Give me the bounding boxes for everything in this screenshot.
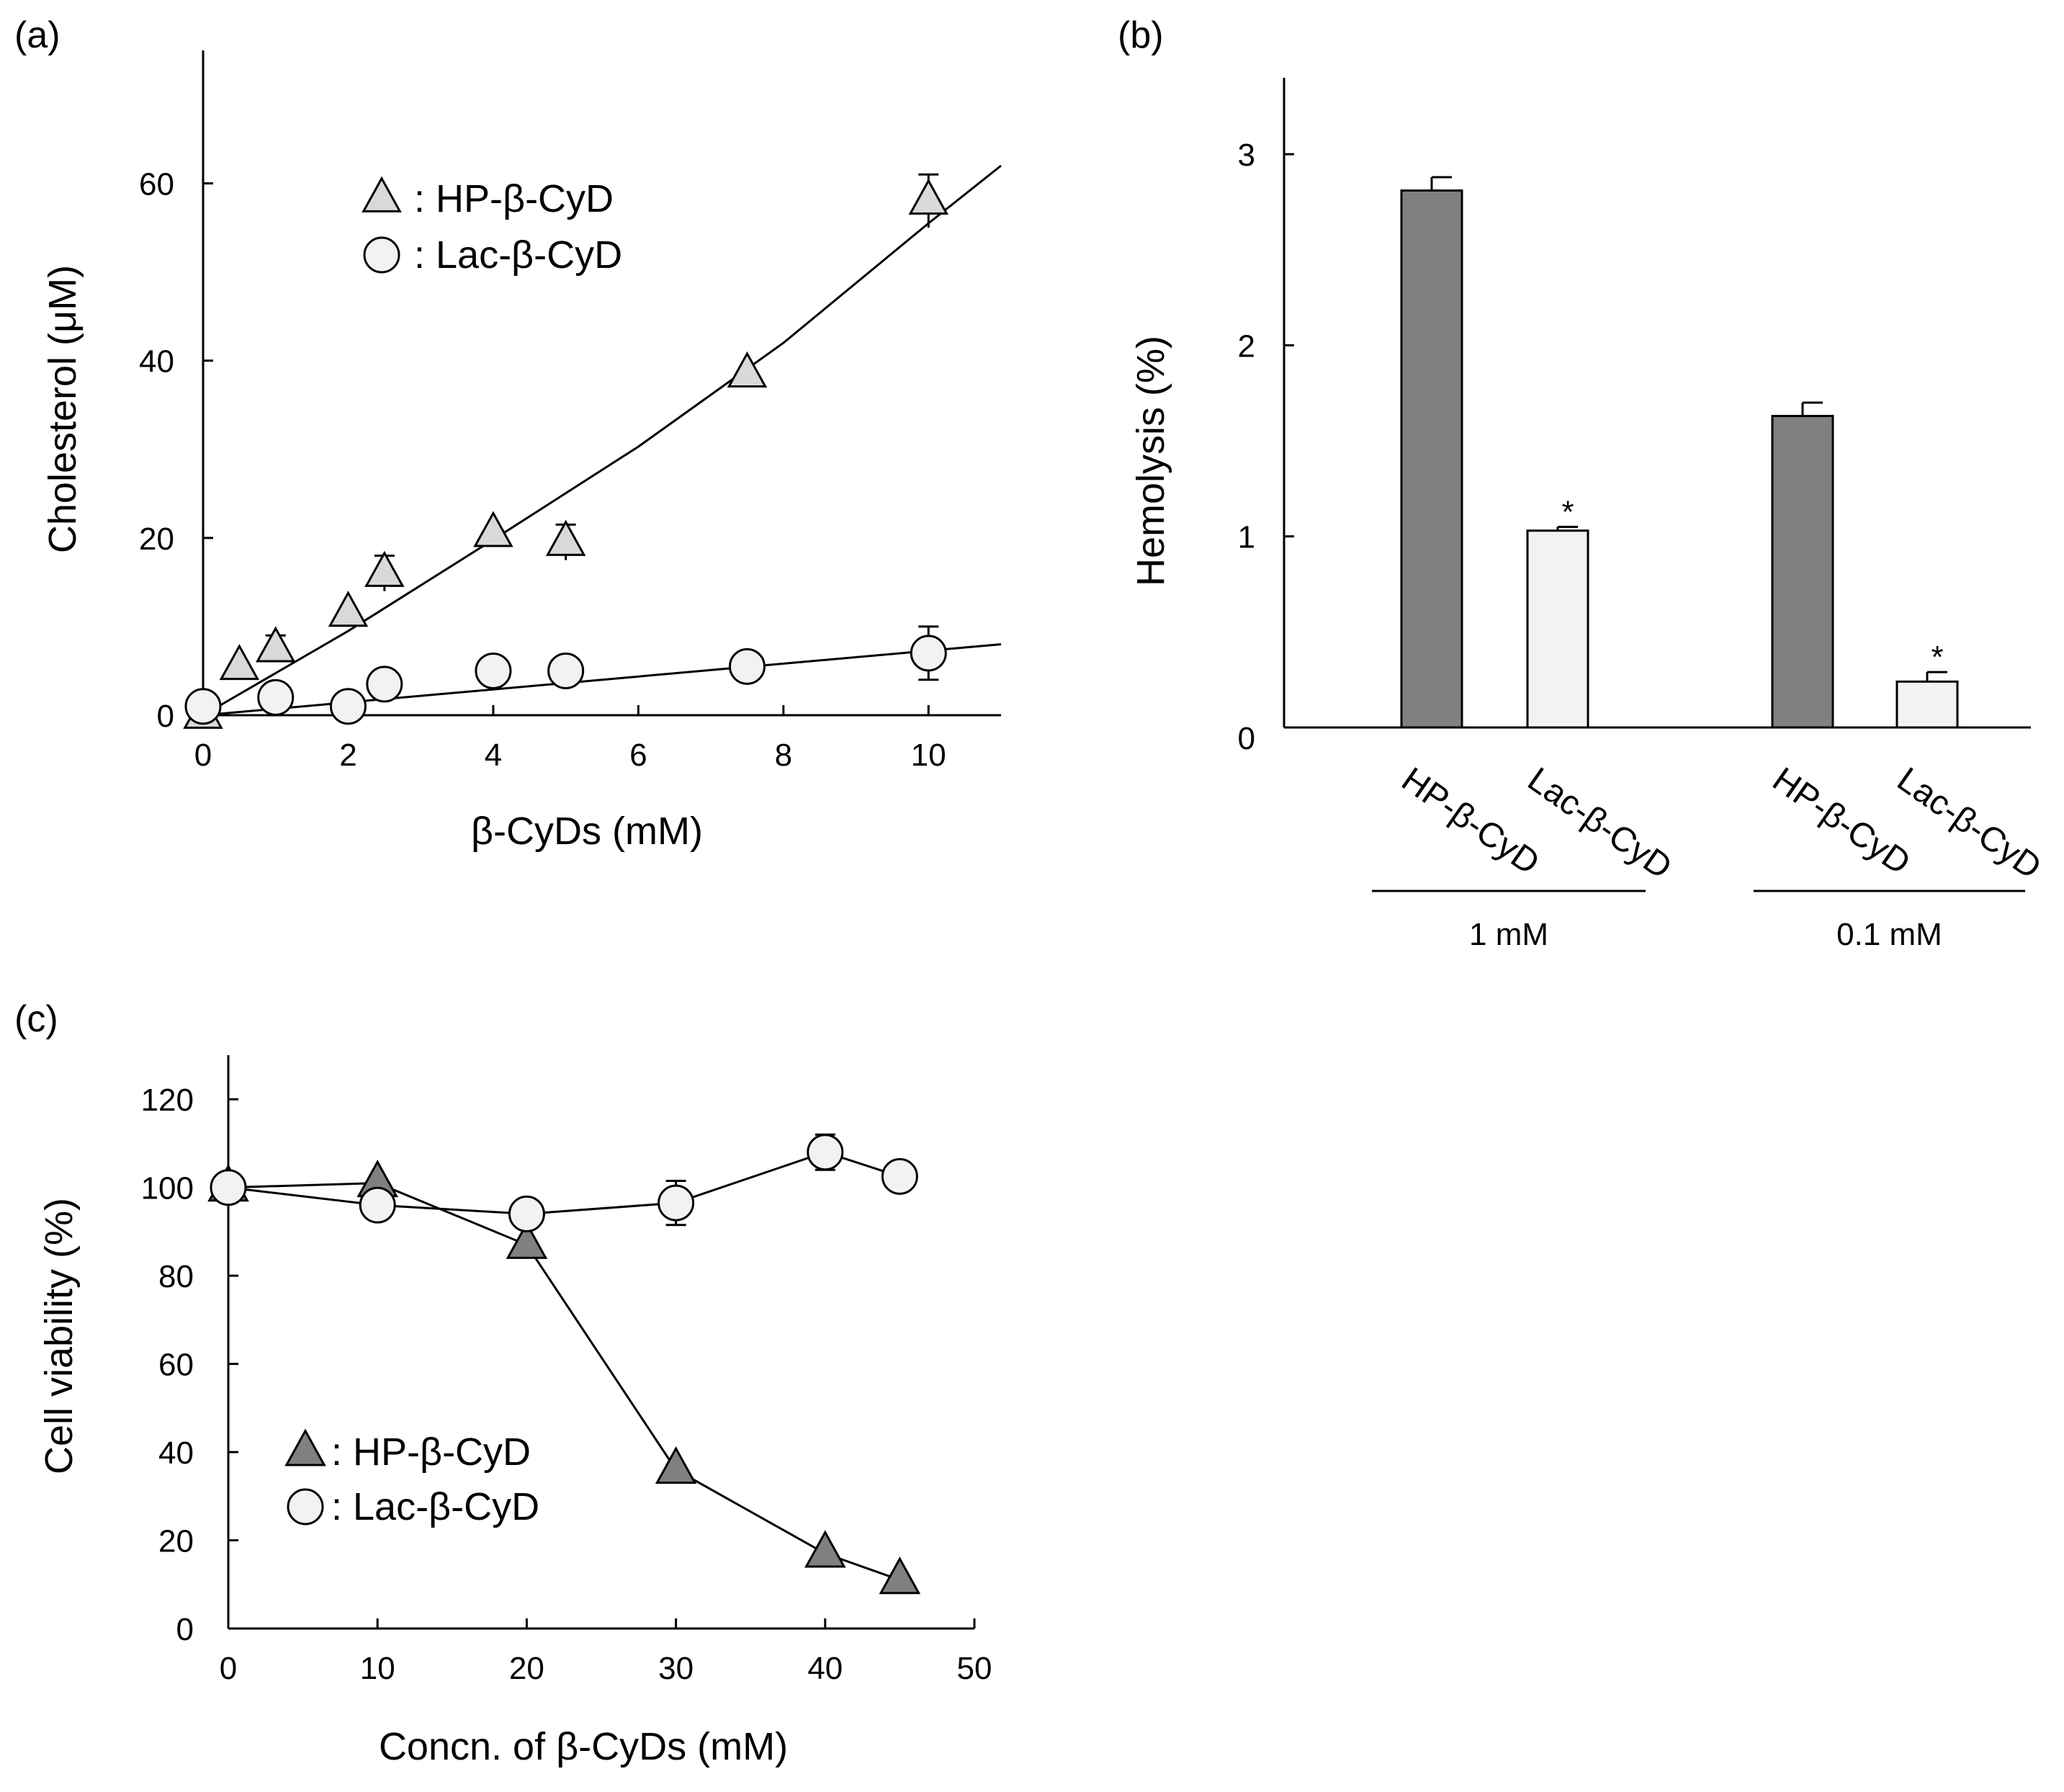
panel-c-y-tick-label: 80 — [158, 1259, 194, 1294]
panel-b-significance-star: * — [1561, 494, 1574, 529]
panel-b-category-label: HP-β-CyD — [1395, 761, 1546, 882]
panel-c-legend-hp-label: : HP-β-CyD — [331, 1430, 531, 1474]
panel-c-x-tick-label: 0 — [220, 1651, 237, 1686]
panel-c-hp-point — [804, 1530, 846, 1568]
panel-a-lac-point — [257, 678, 295, 716]
panel-c-legend-circle-marker — [287, 1488, 324, 1526]
panel-c-label: (c) — [14, 998, 58, 1040]
panel-a-lac-point — [547, 652, 585, 689]
panel-a-legend: : HP-β-CyD : Lac-β-CyD — [414, 177, 622, 277]
panel-c-y-tick-label: 120 — [141, 1083, 194, 1118]
panel-c-hp-line — [228, 1182, 900, 1582]
panel-a-hp-point — [908, 178, 949, 215]
panel-c-y-tick-label: 0 — [176, 1612, 194, 1647]
panel-a-hp-point — [727, 351, 768, 388]
panel-c-xlabel: Concn. of β-CyDs (mM) — [379, 1725, 788, 1768]
panel-a-lac-point — [728, 648, 766, 685]
panel-a-x-tick-label: 6 — [629, 738, 647, 773]
panel-c-y-tick-label: 60 — [158, 1348, 194, 1383]
panel-b-bar — [1771, 415, 1834, 729]
panel-b-y-tick-label: 1 — [1238, 520, 1255, 555]
panel-b-significance-star: * — [1931, 640, 1943, 675]
panel-a-legend-triangle-marker — [362, 176, 402, 212]
panel-a-hp-point — [219, 643, 260, 681]
panel-a-hp-point — [545, 519, 586, 556]
panel-a-label: (a) — [14, 14, 60, 56]
panel-c-y-tick-label: 20 — [158, 1524, 194, 1559]
panel-a-lac-point — [366, 666, 403, 703]
panel-a-ylabel: Cholesterol (μM) — [41, 265, 84, 553]
panel-c-lac-point — [210, 1169, 247, 1206]
panel-a-xlabel: β-CyDs (mM) — [471, 810, 703, 853]
panel-b-bar — [1526, 529, 1589, 729]
panel-a-legend-circle-marker — [363, 236, 400, 274]
panel-b-y-tick-label: 0 — [1238, 721, 1255, 756]
panel-c-x-tick-label: 40 — [807, 1651, 843, 1686]
panel-a-x-tick-label: 4 — [485, 738, 502, 773]
panel-c-lac-point — [881, 1157, 918, 1195]
panel-c-lac-line — [228, 1151, 900, 1215]
panel-b-ylabel: Hemolysis (%) — [1129, 336, 1172, 586]
panel-a-hp-point — [364, 550, 405, 587]
panel-c-x-tick-label: 30 — [658, 1651, 694, 1686]
panel-c-hp-point — [655, 1446, 697, 1484]
panel-a-lac-point — [184, 688, 222, 725]
panel-a-x-tick-label: 0 — [194, 738, 212, 773]
panel-a-y-tick-label: 20 — [139, 521, 174, 557]
panel-b-group-label: 0.1 mM — [1836, 917, 1942, 952]
panel-a-hp-point — [255, 626, 296, 663]
panel-a-hp-point — [328, 591, 369, 627]
panel-c-hp-point — [506, 1221, 548, 1259]
panel-c-ylabel: Cell viability (%) — [37, 1198, 81, 1474]
panel-a-x-tick-label: 10 — [911, 738, 946, 773]
panel-b-category-label: Lac-β-CyD — [1890, 761, 2048, 887]
panel-c-lac-point — [807, 1134, 844, 1171]
panel-b-label: (b) — [1118, 14, 1164, 56]
panel-a-y-tick-label: 60 — [139, 167, 174, 202]
panel-c-y-tick-label: 40 — [158, 1435, 194, 1471]
panel-a-y-tick-label: 0 — [157, 699, 174, 734]
panel-c-hp-point — [879, 1556, 921, 1595]
panel-b-category-label: HP-β-CyD — [1766, 761, 1917, 882]
panel-a-y-tick-label: 40 — [139, 344, 174, 380]
panel-b-bar — [1400, 189, 1463, 729]
panel-a-x-tick-label: 8 — [775, 738, 792, 773]
panel-a-hp-point — [473, 511, 513, 547]
panel-a-x-tick-label: 2 — [339, 738, 356, 773]
panel-c-legend-triangle-marker — [284, 1428, 326, 1466]
panel-b-y-tick-label: 2 — [1238, 328, 1255, 364]
panel-b-bar — [1895, 680, 1959, 729]
panel-a-lac-point — [329, 688, 367, 725]
panel-c-legend-lac-label: : Lac-β-CyD — [331, 1485, 539, 1528]
panel-a-legend-lac-label: : Lac-β-CyD — [414, 233, 622, 277]
panel-a-lac-fit-line — [202, 643, 1002, 717]
panel-c-lac-point — [508, 1195, 545, 1232]
panel-b-category-label: Lac-β-CyD — [1521, 761, 1679, 887]
panel-c-lac-point — [658, 1184, 695, 1222]
panel-c-x-tick-label: 50 — [957, 1651, 992, 1686]
panel-b-group-label: 1 mM — [1469, 917, 1548, 952]
panel-a-legend-hp-label: : HP-β-CyD — [414, 177, 614, 220]
panel-c-x-tick-label: 10 — [360, 1651, 395, 1686]
panel-c-x-tick-label: 20 — [509, 1651, 544, 1686]
panel-b-y-tick-label: 3 — [1238, 138, 1255, 173]
panel-a-lac-point — [910, 635, 947, 672]
panel-c-y-tick-label: 100 — [141, 1171, 194, 1206]
panel-c-legend: : HP-β-CyD : Lac-β-CyD — [331, 1430, 539, 1528]
panel-a-lac-point — [475, 652, 512, 689]
panel-c-lac-point — [359, 1186, 396, 1224]
